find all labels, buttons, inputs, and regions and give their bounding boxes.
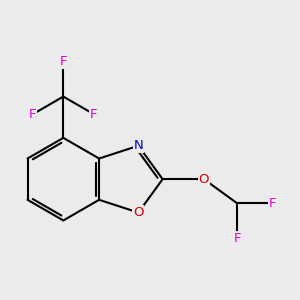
Text: F: F bbox=[29, 108, 37, 121]
Text: O: O bbox=[199, 173, 209, 186]
Text: F: F bbox=[234, 232, 241, 245]
Text: F: F bbox=[269, 197, 276, 210]
Text: N: N bbox=[134, 139, 143, 152]
Text: O: O bbox=[133, 206, 144, 219]
Text: F: F bbox=[60, 55, 67, 68]
Text: F: F bbox=[90, 108, 98, 121]
